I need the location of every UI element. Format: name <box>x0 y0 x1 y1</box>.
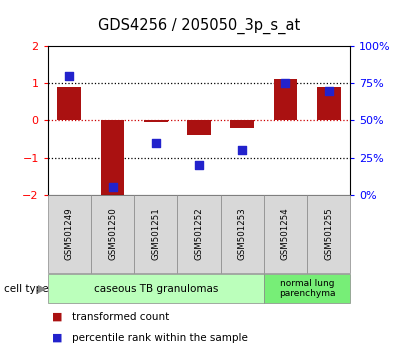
Point <box>152 140 159 145</box>
Text: GSM501254: GSM501254 <box>281 207 290 260</box>
Text: caseous TB granulomas: caseous TB granulomas <box>94 284 218 293</box>
Point <box>326 88 332 93</box>
Text: ■: ■ <box>52 333 62 343</box>
Bar <box>187 120 211 135</box>
Text: GDS4256 / 205050_3p_s_at: GDS4256 / 205050_3p_s_at <box>98 18 300 34</box>
Text: percentile rank within the sample: percentile rank within the sample <box>72 333 248 343</box>
Bar <box>57 87 81 120</box>
Text: GSM501249: GSM501249 <box>65 207 74 260</box>
Text: cell type: cell type <box>4 284 49 293</box>
Bar <box>230 120 254 128</box>
Text: ▶: ▶ <box>37 284 46 293</box>
Bar <box>273 79 297 120</box>
Text: ■: ■ <box>52 312 62 322</box>
Bar <box>101 120 125 198</box>
Text: GSM501253: GSM501253 <box>238 207 247 260</box>
Bar <box>144 120 168 122</box>
Point <box>282 80 289 86</box>
Text: GSM501251: GSM501251 <box>151 207 160 260</box>
Text: transformed count: transformed count <box>72 312 169 322</box>
Point <box>196 162 202 168</box>
Bar <box>317 87 341 120</box>
Text: GSM501255: GSM501255 <box>324 207 333 260</box>
Point <box>239 147 246 153</box>
Point <box>109 184 116 190</box>
Text: GSM501250: GSM501250 <box>108 207 117 260</box>
Text: normal lung
parenchyma: normal lung parenchyma <box>279 279 335 298</box>
Text: GSM501252: GSM501252 <box>195 207 203 260</box>
Point <box>66 73 72 79</box>
